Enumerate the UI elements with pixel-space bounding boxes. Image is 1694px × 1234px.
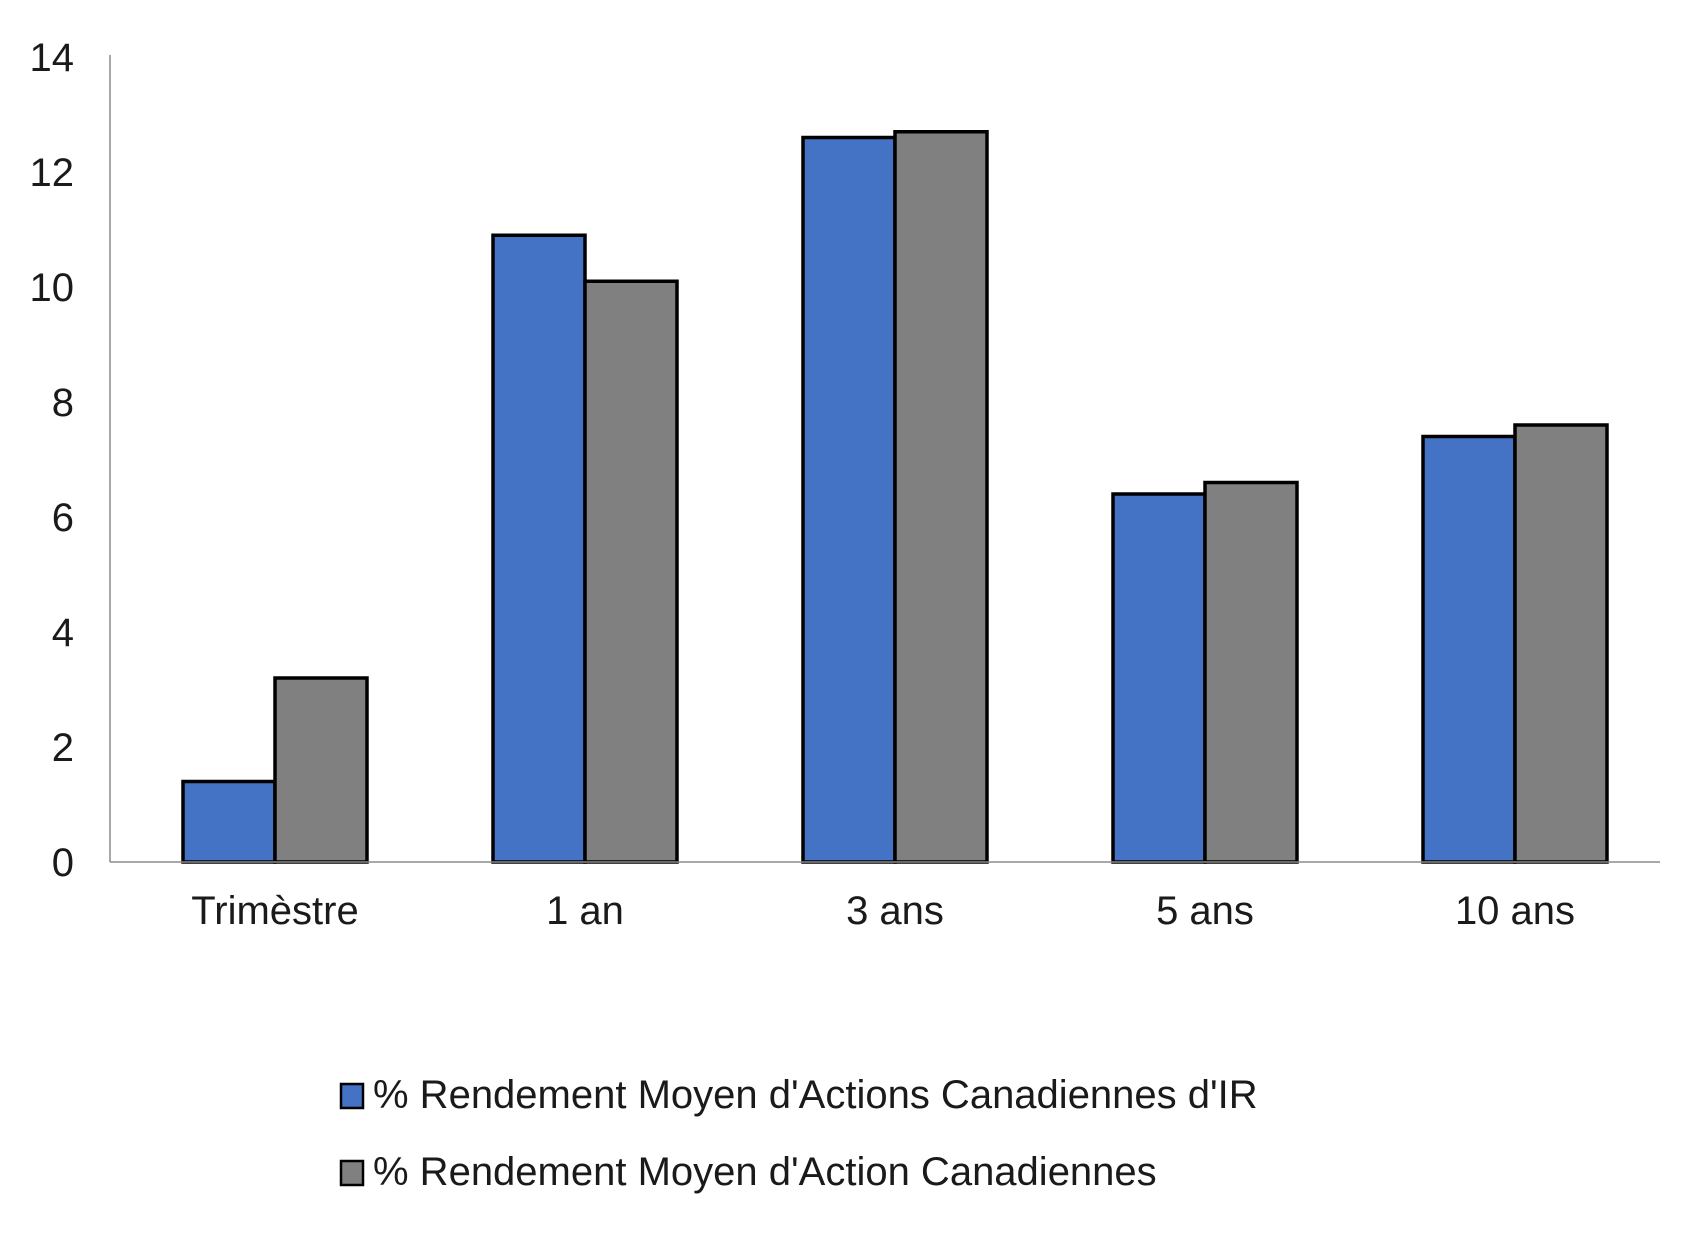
bar-series-1 <box>491 233 587 864</box>
y-tick-label: 14 <box>30 36 75 80</box>
bar-series-1 <box>801 135 897 864</box>
bar-series-1 <box>181 779 277 864</box>
legend-swatch <box>339 1082 365 1110</box>
legend-swatch <box>339 1159 365 1187</box>
y-axis: 0 2 4 6 8 10 12 14 <box>30 36 111 885</box>
bar-series-1 <box>1421 434 1517 864</box>
bar-series-2 <box>1203 480 1299 864</box>
y-tick-label: 2 <box>52 726 74 770</box>
y-tick-label: 6 <box>52 496 74 540</box>
x-tick-label: 5 ans <box>1156 889 1254 933</box>
legend: % Rendement Moyen d'Actions Canadiennes … <box>339 1073 1258 1194</box>
bar-series-2 <box>893 130 989 864</box>
x-axis: Trimèstre 1 an 3 ans 5 ans 10 ans <box>110 861 1660 933</box>
legend-label: % Rendement Moyen d'Action Canadiennes <box>373 1150 1157 1194</box>
y-tick-label: 8 <box>52 381 74 425</box>
x-tick-label: 3 ans <box>846 889 944 933</box>
x-tick-label: 10 ans <box>1455 889 1575 933</box>
y-tick-label: 0 <box>52 841 74 885</box>
bars <box>181 130 1609 864</box>
y-tick-label: 10 <box>30 266 75 310</box>
y-tick-label: 4 <box>52 611 74 655</box>
x-tick-label: Trimèstre <box>191 889 358 933</box>
bar-series-2 <box>1513 423 1609 864</box>
bar-series-1 <box>1111 492 1207 864</box>
y-tick-label: 12 <box>30 151 75 195</box>
bar-series-2 <box>583 279 679 864</box>
legend-label: % Rendement Moyen d'Actions Canadiennes … <box>373 1073 1258 1117</box>
x-tick-label: 1 an <box>546 889 624 933</box>
bar-series-2 <box>273 676 369 864</box>
